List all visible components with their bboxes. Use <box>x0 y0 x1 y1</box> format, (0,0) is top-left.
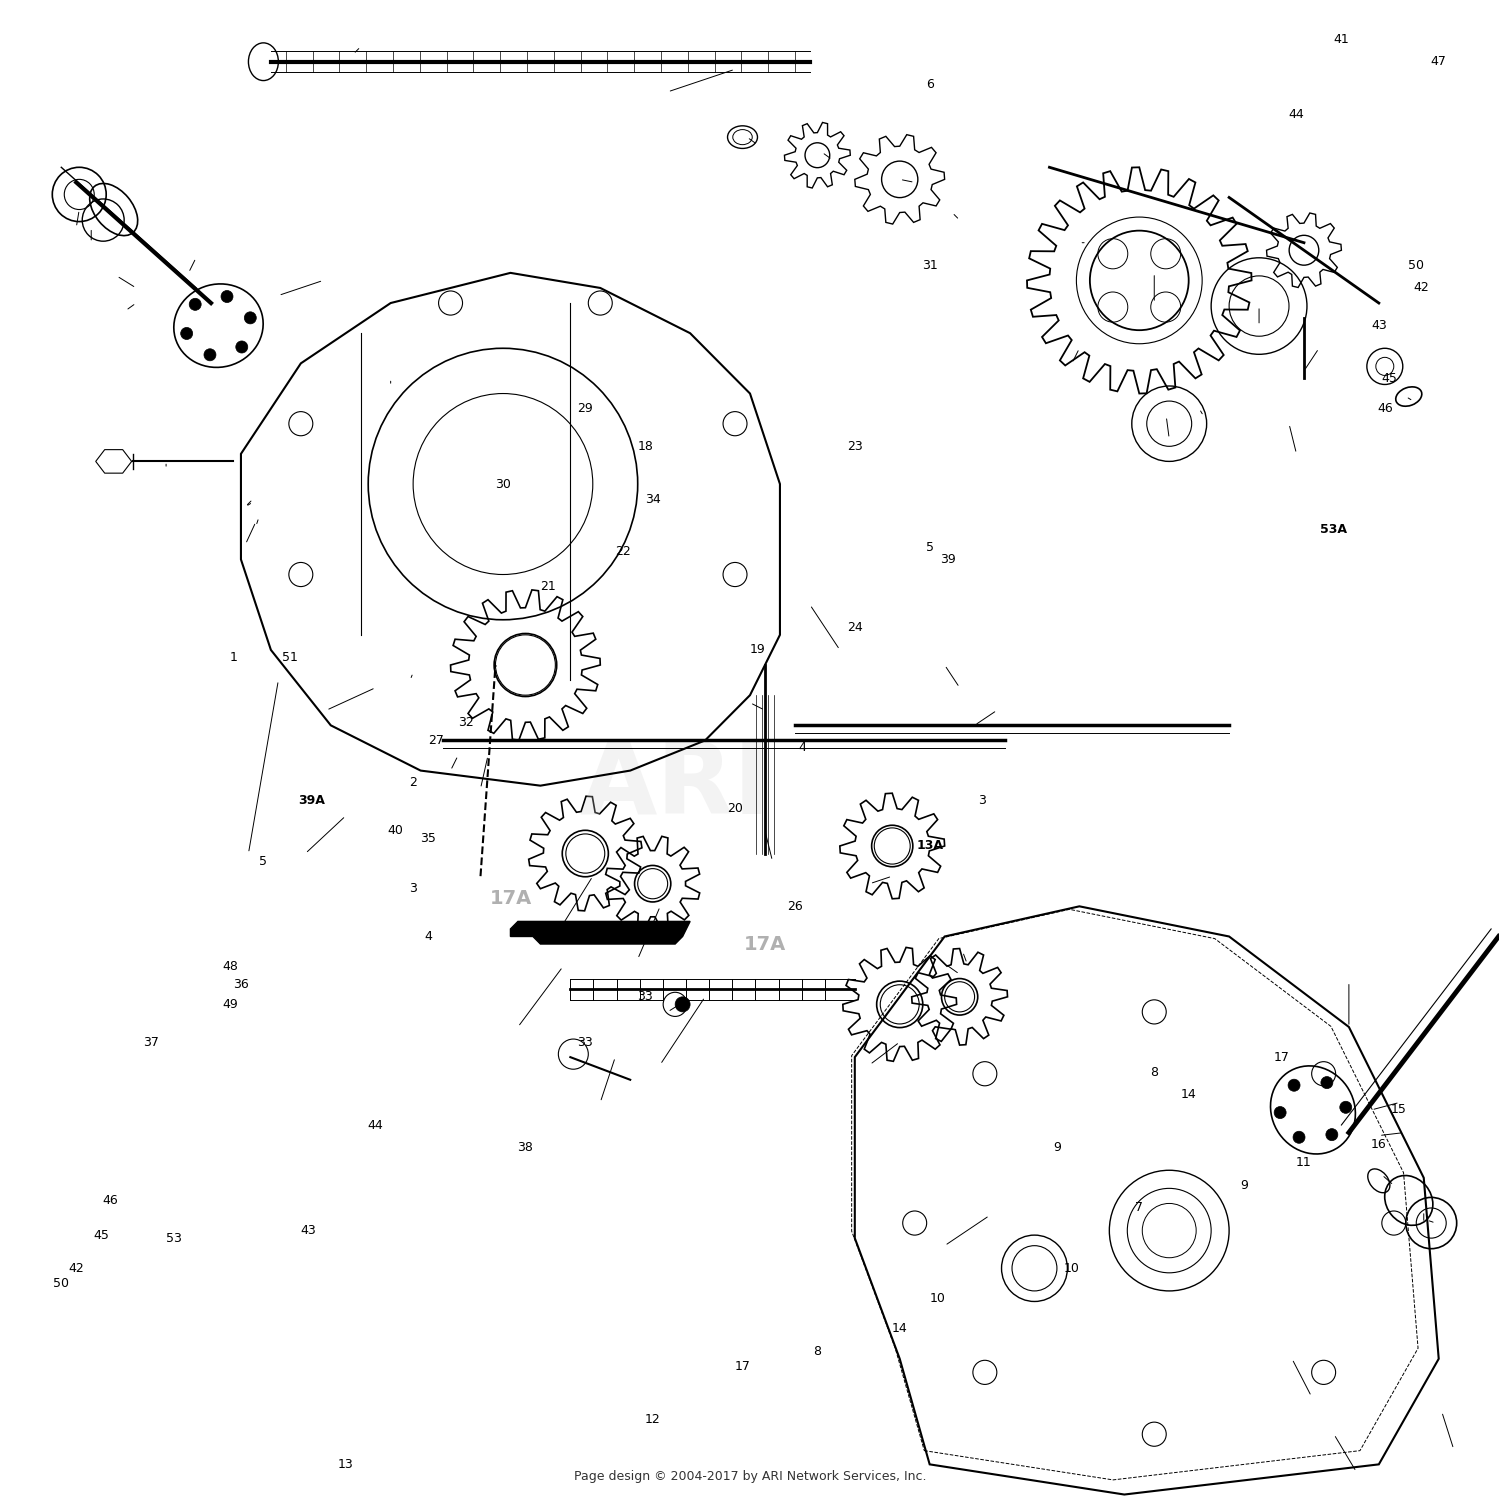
Circle shape <box>438 292 462 316</box>
Text: 47: 47 <box>1431 56 1446 68</box>
Text: 14: 14 <box>1180 1088 1197 1102</box>
Text: 37: 37 <box>142 1035 159 1049</box>
Text: 13A: 13A <box>916 840 944 852</box>
Text: 53: 53 <box>165 1231 182 1245</box>
Circle shape <box>290 562 314 586</box>
Text: 12: 12 <box>645 1413 660 1425</box>
Text: 9: 9 <box>1053 1141 1060 1154</box>
Text: 3: 3 <box>978 795 986 807</box>
Text: 3: 3 <box>410 882 417 895</box>
Text: 46: 46 <box>1377 402 1392 416</box>
Text: 42: 42 <box>1413 281 1428 295</box>
Circle shape <box>1340 1102 1352 1114</box>
Text: 2: 2 <box>410 777 417 789</box>
Text: 5: 5 <box>260 855 267 867</box>
Text: 53A: 53A <box>1320 523 1347 536</box>
Text: 33: 33 <box>578 1035 592 1049</box>
Text: 15: 15 <box>1390 1103 1406 1117</box>
Text: 48: 48 <box>222 959 238 973</box>
Circle shape <box>244 311 256 323</box>
Text: 17A: 17A <box>744 934 786 953</box>
Circle shape <box>189 298 201 310</box>
Text: Page design © 2004-2017 by ARI Network Services, Inc.: Page design © 2004-2017 by ARI Network S… <box>573 1470 926 1482</box>
Circle shape <box>675 997 690 1012</box>
Circle shape <box>1288 1079 1300 1091</box>
Circle shape <box>290 411 314 435</box>
Text: 51: 51 <box>282 651 298 663</box>
Text: 22: 22 <box>615 545 630 559</box>
Circle shape <box>1274 1106 1286 1118</box>
Text: 31: 31 <box>922 258 938 272</box>
Text: 33: 33 <box>638 990 652 1003</box>
Text: 5: 5 <box>926 541 933 555</box>
Text: 17: 17 <box>1274 1050 1290 1064</box>
Text: 8: 8 <box>1150 1065 1158 1079</box>
Text: 6: 6 <box>926 79 933 91</box>
Text: 30: 30 <box>495 477 512 491</box>
Circle shape <box>1293 1132 1305 1144</box>
Text: 29: 29 <box>578 402 592 416</box>
Circle shape <box>588 292 612 316</box>
Text: 43: 43 <box>1371 319 1386 332</box>
Text: 4: 4 <box>798 742 807 754</box>
Text: 38: 38 <box>518 1141 534 1154</box>
Text: 39: 39 <box>940 553 956 567</box>
Text: 7: 7 <box>1136 1201 1143 1215</box>
Text: 49: 49 <box>222 997 238 1011</box>
Text: 44: 44 <box>1288 107 1305 121</box>
Circle shape <box>220 290 232 302</box>
Text: 50: 50 <box>54 1277 69 1290</box>
Text: 1: 1 <box>230 651 237 663</box>
Text: 17: 17 <box>735 1360 750 1373</box>
Text: 23: 23 <box>847 440 862 453</box>
Circle shape <box>1326 1129 1338 1141</box>
Text: 21: 21 <box>540 580 555 594</box>
Text: 19: 19 <box>750 644 765 656</box>
Text: 35: 35 <box>420 833 436 845</box>
Text: 42: 42 <box>69 1262 84 1275</box>
Text: 10: 10 <box>928 1292 945 1306</box>
Text: 26: 26 <box>788 901 802 913</box>
Text: 4: 4 <box>424 929 432 943</box>
Text: 45: 45 <box>1382 372 1398 385</box>
Text: 45: 45 <box>94 1228 110 1242</box>
Text: 18: 18 <box>638 440 652 453</box>
Circle shape <box>723 411 747 435</box>
Text: 16: 16 <box>1371 1138 1386 1151</box>
Text: 44: 44 <box>368 1118 384 1132</box>
Circle shape <box>204 349 216 361</box>
Text: 39A: 39A <box>298 795 326 807</box>
Text: 10: 10 <box>1064 1262 1080 1275</box>
Text: 20: 20 <box>728 802 742 814</box>
Text: 46: 46 <box>104 1194 118 1207</box>
Text: 41: 41 <box>1334 33 1350 45</box>
Polygon shape <box>510 922 690 944</box>
Text: 11: 11 <box>1296 1156 1312 1170</box>
Circle shape <box>236 341 248 354</box>
Text: 43: 43 <box>300 1224 316 1238</box>
Text: 27: 27 <box>427 734 444 746</box>
Text: ARI: ARI <box>579 737 771 834</box>
Text: 40: 40 <box>387 825 404 837</box>
Text: 24: 24 <box>847 621 862 633</box>
Text: 36: 36 <box>232 978 249 991</box>
Text: 14: 14 <box>892 1322 908 1336</box>
Circle shape <box>1322 1076 1334 1088</box>
Text: 50: 50 <box>1408 258 1425 272</box>
Circle shape <box>723 562 747 586</box>
Text: 8: 8 <box>813 1345 822 1358</box>
Circle shape <box>180 328 192 340</box>
Circle shape <box>663 993 687 1017</box>
Text: 13: 13 <box>338 1458 354 1470</box>
Text: 32: 32 <box>458 716 474 728</box>
Text: 17A: 17A <box>489 890 531 908</box>
Text: 34: 34 <box>645 493 660 506</box>
Text: 9: 9 <box>1240 1179 1248 1192</box>
